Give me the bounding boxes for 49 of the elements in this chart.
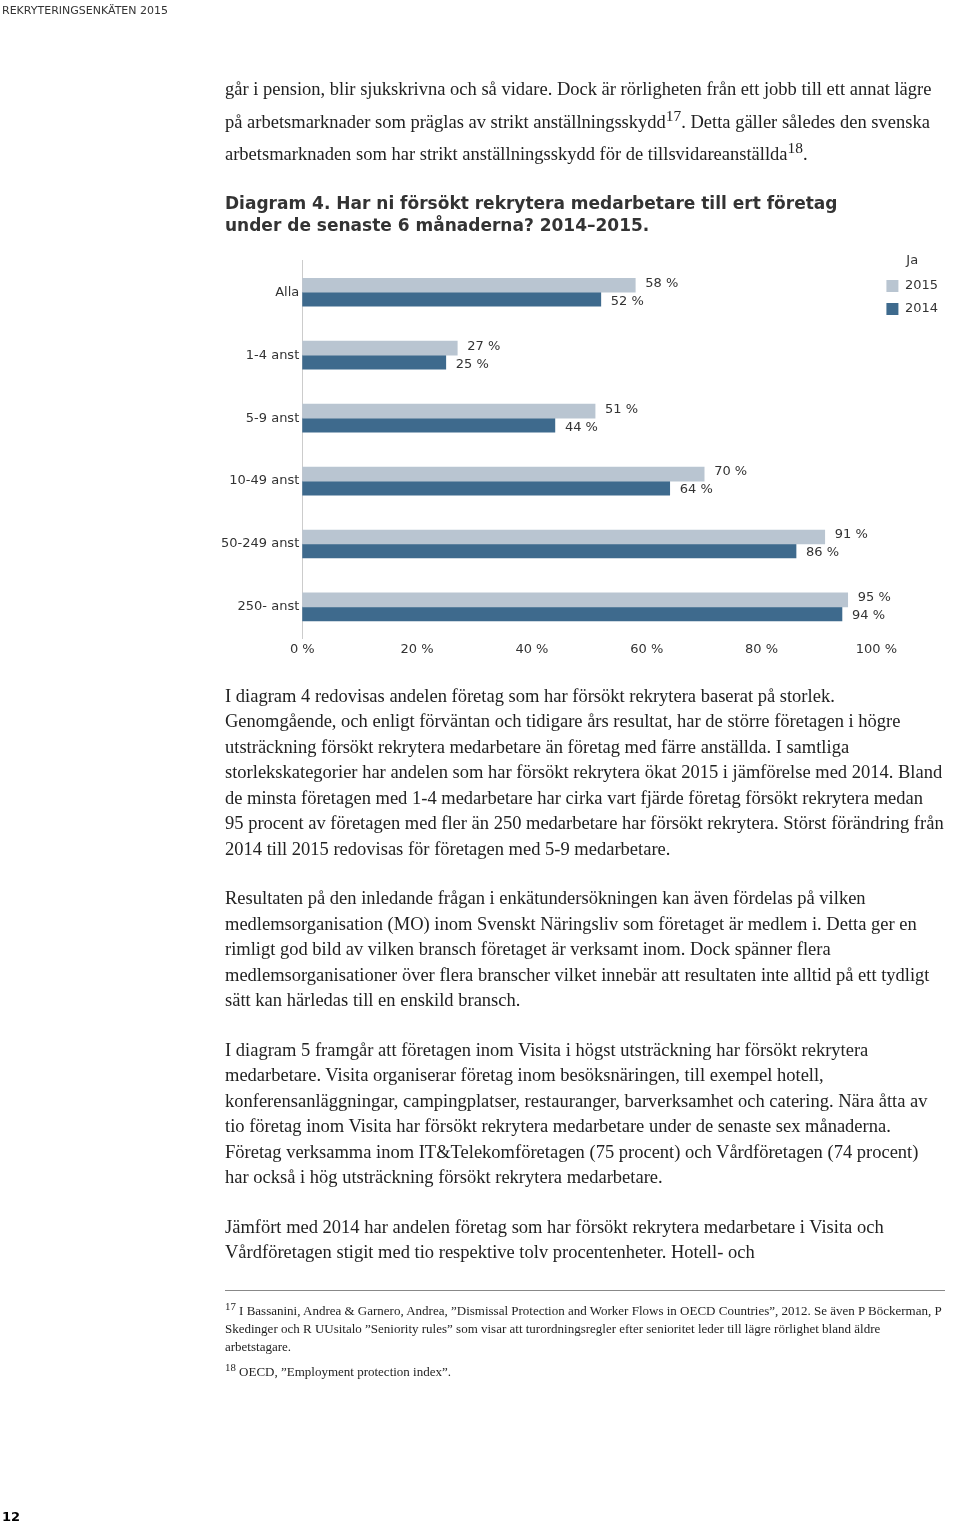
text: går i pension, blir sjukskrivna och så vidare. Dock är rörligheten från ett jobb till ett annat lägre på arbetsmarknader som präglas av strikt anställningsskydd$^{17}$. Detta gäller således den svenska arbetsmarknaden som har strikt anställningsskydd för de tillsvidareanställda$^{18}$.: [225, 78, 933, 167]
data-label: 95 %: [857, 589, 891, 605]
x-tick-label: 80 %: [745, 640, 779, 656]
data-label: 64 %: [679, 481, 713, 497]
text: REKRYTERINGSENKÄTEN 2015: [2, 4, 169, 17]
data-label: 51 %: [605, 400, 639, 416]
bar: [302, 480, 671, 496]
legend-title: Ja: [905, 251, 919, 267]
x-tick-label: 100 %: [855, 640, 898, 656]
data-label: 86 %: [806, 544, 840, 560]
data-label: 25 %: [455, 355, 489, 371]
x-tick-label: 0 %: [289, 640, 315, 656]
y-tick-label: Alla: [275, 283, 300, 299]
chart-title: Diagram 4. Har ni försökt rekrytera medarbetare till ert företag under de senaste 6 månaderna? 2014–2015.: [225, 191, 839, 236]
bar: [302, 606, 843, 622]
text: 12: [2, 1509, 21, 1524]
data-label: 44 %: [564, 418, 598, 434]
bar: [302, 529, 826, 545]
legend-label: 2015: [904, 277, 939, 293]
text: $^{18}$ OECD, ”Employment protection index”.: [225, 1360, 452, 1382]
bar: [302, 354, 447, 370]
data-label: 94 %: [851, 607, 885, 623]
bar: [302, 291, 602, 307]
data-label: 27 %: [467, 337, 501, 353]
text: $^{17}$ I Bassanini, Andrea & Garnero, Andrea, ”Dismissal Protection and Worker Flows in OECD Countries”, 2012. Se även P Böckerman, P Skedinger och R UUsitalo ”Seniority rules” som visar att turordningsregler efter senioritet leder till lägre rörlighet bland äldre arbetstagare.: [225, 1298, 943, 1357]
text: I diagram 4 redovisas andelen företag som har försökt rekrytera baserat på storlek. Genomgående, och enligt förväntan och tidigare års resultat, har de större företagen i högre utsträckning försökt rekrytera medarbetare än företag med färre anställda. I samtliga storlekskategorier har andelen som har försökt rekrytera ökat 2015 i jämförelse med 2014. Bland de minsta företagen med 1-4 medarbetare har cirka vart fjärde företag försökt rekrytera medan 95 procent av företagen med fler än 250 medarbetare har försökt rekrytera. Störst förändring från 2014 till 2015 redovisas för företagen med 5-9 medarbetare.: [225, 684, 945, 861]
data-label: 70 %: [714, 463, 748, 479]
bar: [302, 340, 458, 356]
bar: [302, 543, 797, 559]
text: Jämfört med 2014 har andelen företag som har försökt rekrytera medarbetare i Visita och Vårdföretagen stigit med tio respektive tolv procentenheter. Hotell- och: [225, 1215, 885, 1265]
text: Resultaten på den inledande frågan i enkätundersökningen kan även fördelas på vilken medlemsorganisation (MO) inom Svenskt Näringsliv som företaget är medlem i. Detta ger en rimligt god bild av vilken bransch företaget är verksamt inom. Dock spänner flera medlemsorganisationer över flera branscher vilket innebär att resultaten inte alltid på ett tydligt sätt kan härledas till en enskild bransch.: [225, 887, 931, 1013]
bar: [302, 466, 705, 482]
y-tick-label: 50-249 anst: [220, 535, 300, 551]
x-tick-label: 40 %: [515, 640, 549, 656]
data-label: 58 %: [645, 274, 679, 290]
legend-label: 2014: [904, 300, 939, 316]
data-label: 52 %: [610, 292, 644, 308]
data-label: 91 %: [834, 526, 868, 542]
y-tick-label: 10-49 anst: [229, 472, 300, 488]
y-tick-label: 1-4 anst: [245, 346, 300, 362]
y-tick-label: 5-9 anst: [245, 409, 300, 425]
bar: [302, 417, 556, 433]
y-tick-label: 250- anst: [237, 598, 300, 614]
bar: [302, 403, 596, 419]
x-tick-label: 20 %: [400, 640, 434, 656]
bar: [302, 592, 849, 608]
text: I diagram 5 framgår att företagen inom Visita i högst utsträckning har försökt rekrytera medarbetare. Visita organiserar företag inom besöksnäringen, till exempel hotell, konferensanläggningar, campingplatser, restauranger, barverksamhet och catering. Nära åtta av tio företag inom Visita har försökt rekrytera medarbetare under de senaste sex månaderna. Företag verksamma inom IT&Telekomföretagen (75 procent) och Vårdföretagen (74 procent) har också i hög utsträckning försökt rekrytera medarbetare.: [225, 1038, 929, 1190]
bar: [302, 277, 636, 293]
x-tick-label: 60 %: [630, 640, 664, 656]
